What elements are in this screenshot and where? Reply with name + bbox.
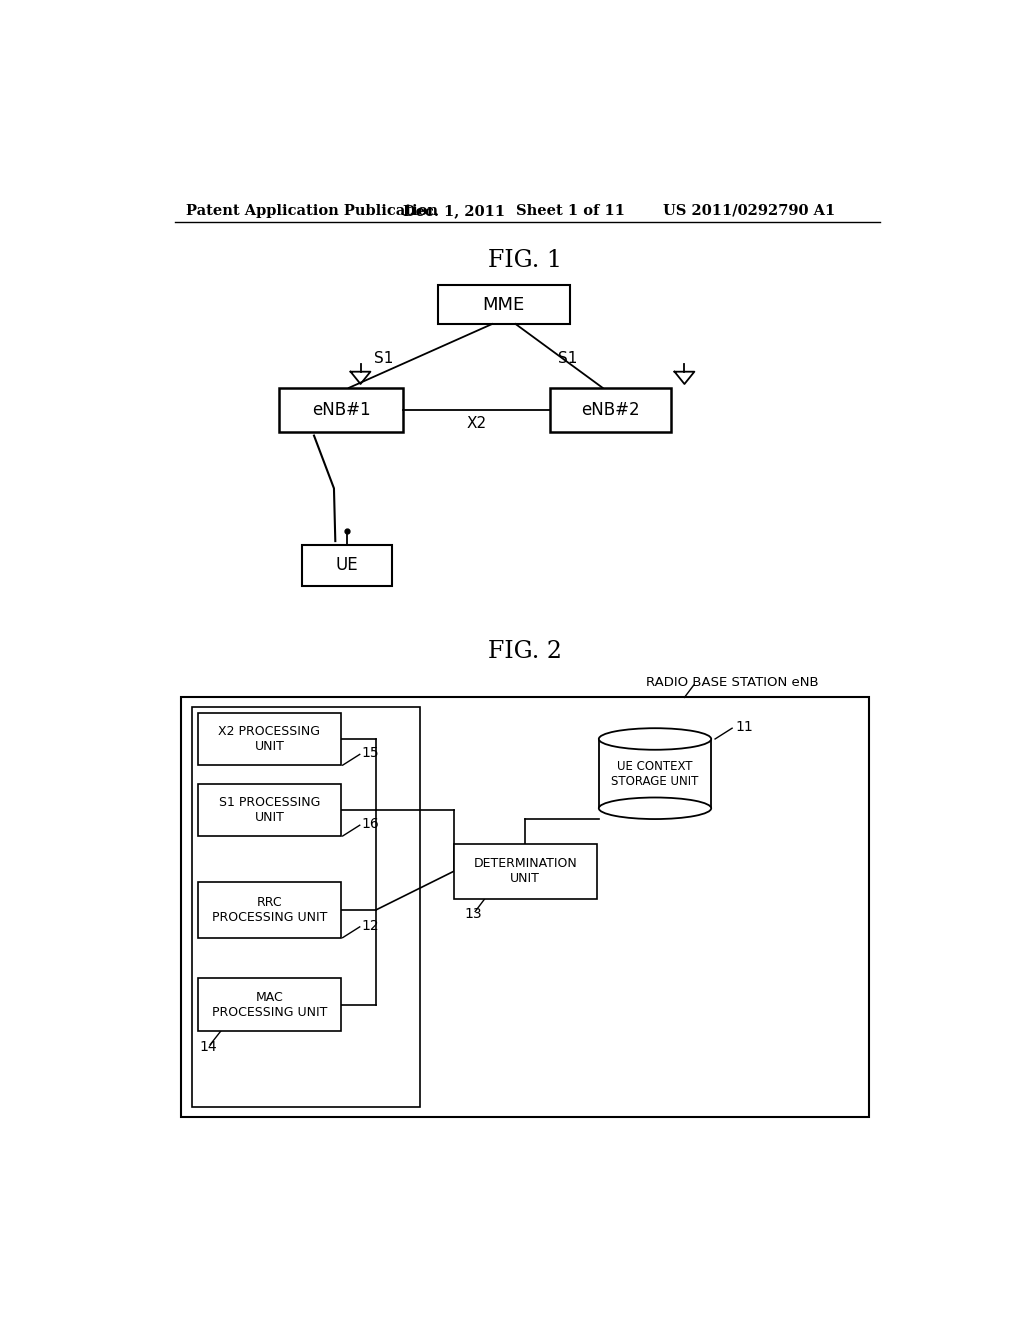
Ellipse shape xyxy=(599,729,712,750)
Text: 14: 14 xyxy=(200,1040,217,1053)
Text: 11: 11 xyxy=(735,721,753,734)
Text: eNB#1: eNB#1 xyxy=(312,401,371,418)
Text: X2: X2 xyxy=(467,416,486,432)
Text: RADIO BASE STATION eNB: RADIO BASE STATION eNB xyxy=(646,676,819,689)
Text: MME: MME xyxy=(482,296,525,314)
Bar xyxy=(198,784,341,836)
Bar xyxy=(550,388,671,432)
Text: UE CONTEXT
STORAGE UNIT: UE CONTEXT STORAGE UNIT xyxy=(611,759,698,788)
Bar xyxy=(198,882,341,937)
Bar xyxy=(198,713,341,766)
Text: S1: S1 xyxy=(558,351,578,366)
Bar xyxy=(302,545,391,586)
Text: 12: 12 xyxy=(361,919,379,933)
Text: MAC
PROCESSING UNIT: MAC PROCESSING UNIT xyxy=(212,990,327,1019)
Text: eNB#2: eNB#2 xyxy=(582,401,640,418)
Ellipse shape xyxy=(599,797,712,818)
Bar xyxy=(438,285,569,323)
Bar xyxy=(198,978,341,1031)
Bar xyxy=(599,739,712,808)
Text: FIG. 1: FIG. 1 xyxy=(487,248,562,272)
Text: X2 PROCESSING
UNIT: X2 PROCESSING UNIT xyxy=(218,725,321,752)
Text: 16: 16 xyxy=(361,817,379,832)
Text: Sheet 1 of 11: Sheet 1 of 11 xyxy=(515,203,625,218)
Text: 13: 13 xyxy=(465,907,482,920)
Text: FIG. 2: FIG. 2 xyxy=(487,640,562,663)
Bar xyxy=(280,388,403,432)
Text: RRC
PROCESSING UNIT: RRC PROCESSING UNIT xyxy=(212,896,327,924)
Text: S1 PROCESSING
UNIT: S1 PROCESSING UNIT xyxy=(219,796,321,824)
Text: 15: 15 xyxy=(361,747,379,760)
Text: S1: S1 xyxy=(374,351,393,366)
Text: DETERMINATION
UNIT: DETERMINATION UNIT xyxy=(473,858,578,886)
Text: Patent Application Publication: Patent Application Publication xyxy=(186,203,438,218)
Bar xyxy=(454,843,597,899)
Text: US 2011/0292790 A1: US 2011/0292790 A1 xyxy=(663,203,835,218)
Text: Dec. 1, 2011: Dec. 1, 2011 xyxy=(403,203,505,218)
Text: UE: UE xyxy=(336,556,358,574)
Bar xyxy=(191,706,420,1107)
Bar xyxy=(180,697,869,1117)
